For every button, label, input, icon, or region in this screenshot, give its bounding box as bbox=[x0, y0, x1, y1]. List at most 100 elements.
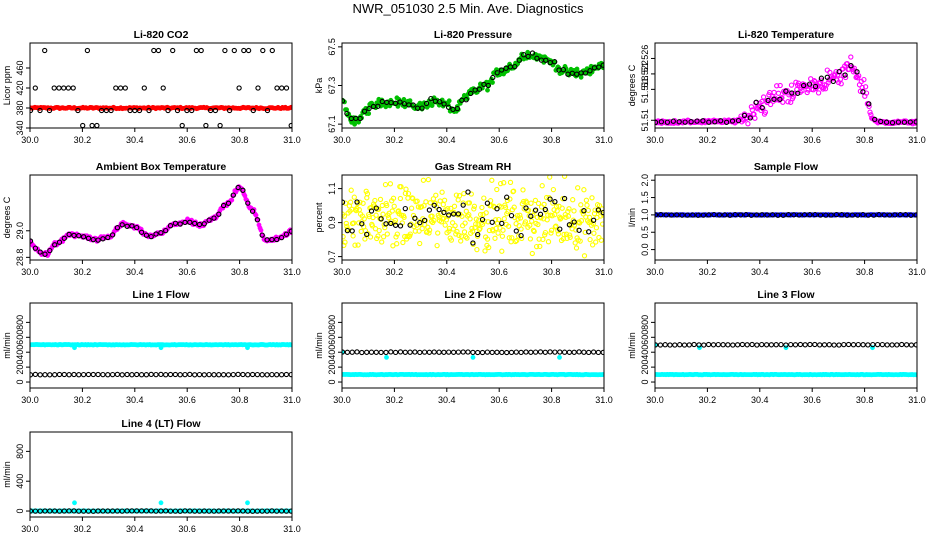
data-point bbox=[136, 107, 143, 114]
data-point bbox=[848, 63, 854, 69]
data-point bbox=[541, 201, 547, 208]
data-point bbox=[907, 119, 913, 125]
data-point bbox=[372, 197, 378, 204]
y-tick-label: 51.526 bbox=[640, 45, 650, 73]
data-point bbox=[467, 216, 473, 222]
data-point bbox=[825, 80, 831, 86]
data-point bbox=[452, 223, 458, 229]
data-point bbox=[95, 371, 101, 378]
data-point bbox=[586, 214, 593, 221]
data-point bbox=[700, 212, 707, 218]
data-point bbox=[557, 354, 562, 360]
data-point bbox=[158, 345, 164, 351]
data-point bbox=[672, 342, 678, 348]
data-point bbox=[735, 117, 742, 124]
series-line-2 bbox=[342, 349, 604, 378]
data-point bbox=[668, 212, 675, 218]
data-point bbox=[874, 341, 881, 348]
data-point bbox=[417, 349, 423, 356]
data-point bbox=[61, 85, 67, 91]
data-point bbox=[446, 98, 452, 104]
data-point bbox=[253, 212, 259, 218]
data-point bbox=[881, 212, 887, 218]
data-point bbox=[780, 99, 786, 105]
data-point bbox=[240, 371, 246, 378]
data-point bbox=[274, 508, 280, 514]
data-point bbox=[158, 500, 164, 506]
data-point bbox=[913, 342, 917, 348]
data-point bbox=[373, 205, 379, 211]
series-line-2-avg- bbox=[342, 349, 604, 356]
data-point bbox=[441, 209, 447, 216]
data-point bbox=[748, 212, 754, 218]
x-tick-label: 31.0 bbox=[283, 524, 301, 534]
data-point bbox=[177, 372, 183, 378]
y-tick-label: 1.5 bbox=[640, 191, 650, 204]
data-point bbox=[496, 216, 502, 223]
data-point bbox=[754, 342, 760, 348]
y-tick-label: 800 bbox=[15, 315, 25, 330]
y-tick-label: 29.0 bbox=[15, 222, 25, 240]
data-point bbox=[497, 180, 504, 187]
data-point bbox=[410, 212, 417, 219]
data-point bbox=[807, 212, 813, 218]
data-point bbox=[353, 207, 359, 214]
data-point bbox=[390, 243, 396, 249]
x-tick-label: 30.0 bbox=[21, 135, 39, 145]
data-point bbox=[206, 217, 212, 223]
data-point bbox=[445, 206, 451, 212]
data-point bbox=[812, 341, 818, 348]
data-point bbox=[71, 371, 77, 378]
data-point bbox=[783, 342, 789, 348]
data-point bbox=[775, 212, 781, 218]
data-point bbox=[762, 109, 769, 115]
data-point bbox=[269, 508, 275, 514]
data-point bbox=[174, 107, 181, 114]
data-point bbox=[690, 212, 696, 218]
data-point bbox=[143, 232, 150, 238]
data-point bbox=[235, 371, 241, 378]
data-point bbox=[47, 508, 53, 514]
data-point bbox=[446, 228, 452, 234]
data-point bbox=[220, 202, 227, 209]
data-point bbox=[484, 236, 491, 242]
data-point bbox=[196, 371, 203, 378]
y-tick-label: 0 bbox=[640, 380, 650, 385]
data-point bbox=[566, 232, 573, 238]
data-point bbox=[886, 212, 893, 218]
y-tick-label: 0.5 bbox=[640, 226, 650, 239]
series-line-1-avg- bbox=[30, 371, 292, 378]
data-point bbox=[872, 116, 878, 123]
chart-title: Li-820 Temperature bbox=[738, 29, 834, 41]
data-point bbox=[463, 208, 469, 214]
data-point bbox=[389, 208, 395, 214]
data-point bbox=[288, 228, 292, 234]
data-point bbox=[283, 85, 290, 91]
data-point bbox=[679, 212, 685, 218]
chart-co2: Li-820 CO2 30.0 30.2 30.4 30.6 30.8 31.0 340 380… bbox=[2, 29, 301, 145]
chart-rh: Gas Stream RH 30.0 30.2 30.4 30.6 30.8 31.0 0.7… bbox=[314, 161, 613, 277]
data-point bbox=[578, 202, 584, 208]
data-point bbox=[866, 101, 872, 107]
data-point bbox=[657, 342, 664, 348]
data-point bbox=[379, 239, 385, 245]
data-point bbox=[94, 122, 100, 128]
series-line-3-avg- bbox=[655, 341, 917, 348]
data-point bbox=[523, 205, 529, 211]
data-point bbox=[216, 372, 222, 378]
data-point bbox=[42, 47, 48, 54]
data-point bbox=[723, 119, 730, 125]
data-point bbox=[235, 508, 241, 514]
y-tick-label: 0 bbox=[327, 380, 337, 385]
data-point bbox=[539, 183, 545, 189]
data-point bbox=[804, 89, 810, 96]
data-point bbox=[402, 205, 408, 212]
data-point bbox=[403, 186, 409, 192]
data-point bbox=[37, 249, 43, 255]
data-point bbox=[833, 211, 840, 218]
data-point bbox=[658, 212, 664, 218]
data-point bbox=[442, 222, 448, 228]
data-point bbox=[158, 230, 164, 236]
y-axis-label: l/min bbox=[627, 208, 637, 227]
data-point bbox=[580, 211, 586, 217]
